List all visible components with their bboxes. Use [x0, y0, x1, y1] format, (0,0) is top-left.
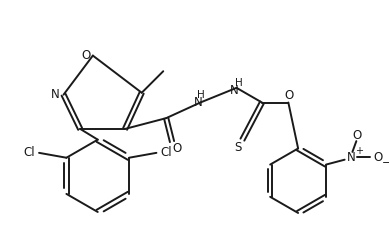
Text: Cl: Cl — [23, 146, 35, 159]
Text: H: H — [198, 89, 205, 99]
Text: N: N — [51, 88, 60, 101]
Text: −: − — [382, 157, 389, 167]
Text: S: S — [234, 140, 241, 153]
Text: N: N — [230, 84, 239, 97]
Text: N: N — [194, 96, 203, 108]
Text: O: O — [81, 49, 91, 62]
Text: O: O — [285, 89, 294, 102]
Text: Cl: Cl — [160, 146, 172, 159]
Text: O: O — [373, 151, 382, 164]
Text: O: O — [172, 142, 182, 154]
Text: +: + — [355, 145, 363, 155]
Text: H: H — [235, 78, 242, 88]
Text: N: N — [347, 151, 356, 164]
Text: O: O — [353, 128, 362, 141]
